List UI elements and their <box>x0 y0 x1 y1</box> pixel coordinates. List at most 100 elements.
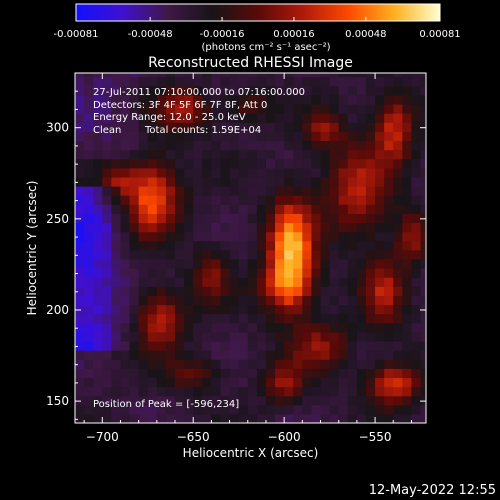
heatmap-cell <box>365 350 376 360</box>
heatmap-cell <box>202 286 212 296</box>
heatmap-cell <box>84 322 94 333</box>
heatmap-cell <box>138 359 149 369</box>
heatmap-cell <box>147 340 158 351</box>
heatmap-cell <box>393 359 403 369</box>
heatmap-cell <box>375 103 385 114</box>
heatmap-cell <box>393 404 403 415</box>
heatmap-cell <box>365 94 376 105</box>
x-tick-label: −550 <box>359 430 392 444</box>
heatmap-cell <box>193 377 203 388</box>
heatmap-cell <box>411 359 422 369</box>
heatmap-cell <box>220 340 231 351</box>
heatmap-cell <box>411 413 422 423</box>
heatmap-cell <box>329 313 340 324</box>
heatmap-cell <box>184 249 194 260</box>
heatmap-cell <box>202 395 212 406</box>
heatmap-cell <box>93 195 103 205</box>
heatmap-cell <box>211 122 222 132</box>
heatmap-cell <box>411 268 422 278</box>
heatmap-cell <box>375 149 385 160</box>
heatmap-cell <box>129 359 140 369</box>
heatmap-cell <box>284 140 294 151</box>
heatmap-cell <box>129 268 140 278</box>
heatmap-cell <box>393 295 403 306</box>
heatmap-cell <box>84 295 94 306</box>
heatmap-cell <box>384 103 394 114</box>
heatmap-cell <box>265 149 276 160</box>
heatmap-cell <box>75 331 85 342</box>
heatmap-cell <box>338 73 349 78</box>
heatmap-cell <box>275 76 285 87</box>
heatmap-cell <box>284 377 294 388</box>
heatmap-cell <box>193 231 203 242</box>
heatmap-cell <box>302 386 313 397</box>
heatmap-cell <box>329 167 340 178</box>
heatmap-cell <box>211 404 222 415</box>
heatmap-cell <box>265 377 276 388</box>
heatmap-cell <box>120 186 131 196</box>
heatmap-cell <box>220 76 231 87</box>
heatmap-cell <box>320 186 331 196</box>
heatmap-cell <box>193 222 203 233</box>
heatmap-cell <box>356 395 367 406</box>
heatmap-cell <box>293 158 303 169</box>
heatmap-cell <box>275 277 285 287</box>
heatmap-cell <box>147 350 158 360</box>
heatmap-cell <box>320 103 331 114</box>
heatmap-cell <box>111 286 122 296</box>
heatmap-cell <box>84 350 94 360</box>
heatmap-cell <box>75 350 85 360</box>
heatmap-cell <box>393 140 403 151</box>
heatmap-cell <box>265 231 276 242</box>
heatmap-cell <box>229 359 240 369</box>
heatmap-cell <box>220 368 231 379</box>
heatmap-cell <box>402 277 413 287</box>
heatmap-cell <box>247 167 258 178</box>
heatmap-cell <box>156 368 167 379</box>
heatmap-cell <box>302 76 313 87</box>
heatmap-cell <box>311 277 322 287</box>
heatmap-cell <box>211 350 222 360</box>
heatmap-cell <box>302 368 313 379</box>
heatmap-cell <box>120 350 131 360</box>
heatmap-cell <box>238 149 249 160</box>
heatmap-cell <box>411 368 422 379</box>
heatmap-cell <box>120 395 131 406</box>
heatmap-cell <box>284 386 294 397</box>
heatmap-cell <box>293 222 303 233</box>
heatmap-cell <box>293 277 303 287</box>
heatmap-cell <box>384 149 394 160</box>
heatmap-cell <box>275 350 285 360</box>
heatmap-cell <box>129 158 140 169</box>
heatmap-cell <box>356 368 367 379</box>
heatmap-cell <box>75 304 85 315</box>
heatmap-cell <box>347 176 358 187</box>
heatmap-cell <box>347 231 358 242</box>
heatmap-cell <box>375 213 385 224</box>
heatmap-cell <box>93 231 103 242</box>
heatmap-cell <box>411 295 422 306</box>
heatmap-cell <box>75 322 85 333</box>
heatmap-cell <box>329 395 340 406</box>
heatmap-cell <box>256 113 267 123</box>
heatmap-cell <box>184 350 194 360</box>
heatmap-cell <box>129 131 140 142</box>
heatmap-cell <box>147 94 158 105</box>
heatmap-cell <box>284 186 294 196</box>
heatmap-cell <box>229 268 240 278</box>
heatmap-cell <box>175 404 185 415</box>
heatmap-cell <box>75 413 85 423</box>
heatmap-cell <box>165 131 176 142</box>
heatmap-cell <box>302 186 313 196</box>
heatmap-cell <box>238 167 249 178</box>
heatmap-cell <box>220 167 231 178</box>
heatmap-cell <box>375 85 385 96</box>
heatmap-cell <box>375 240 385 251</box>
heatmap-cell <box>156 186 167 196</box>
heatmap-cell <box>111 340 122 351</box>
heatmap-cell <box>211 413 222 423</box>
heatmap-cell <box>338 359 349 369</box>
heatmap-cell <box>220 131 231 142</box>
heatmap-cell <box>229 213 240 224</box>
heatmap-cell <box>75 395 85 406</box>
